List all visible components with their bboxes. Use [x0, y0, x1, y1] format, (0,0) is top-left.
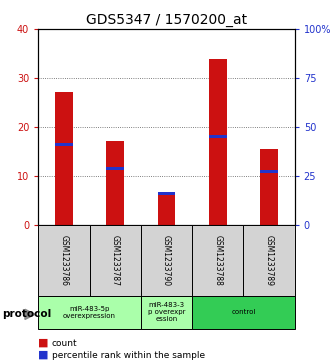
Text: GSM1233789: GSM1233789	[264, 235, 274, 286]
Bar	[209, 135, 227, 138]
Bar	[141, 296, 192, 329]
Bar	[260, 148, 278, 225]
Text: GSM1233787: GSM1233787	[111, 235, 120, 286]
Text: miR-483-5p
overexpression: miR-483-5p overexpression	[63, 306, 116, 319]
Bar	[192, 225, 243, 296]
Bar	[38, 296, 141, 329]
Text: protocol: protocol	[2, 309, 51, 319]
Bar	[209, 60, 227, 225]
Text: GSM1233786: GSM1233786	[59, 235, 69, 286]
Bar	[55, 143, 73, 146]
Text: percentile rank within the sample: percentile rank within the sample	[52, 351, 205, 359]
Bar	[192, 296, 295, 329]
Text: GSM1233790: GSM1233790	[162, 235, 171, 286]
Text: GDS5347 / 1570200_at: GDS5347 / 1570200_at	[86, 13, 247, 27]
Bar	[158, 192, 175, 195]
Bar	[158, 195, 175, 225]
Bar	[90, 225, 141, 296]
Text: GSM1233788: GSM1233788	[213, 235, 222, 286]
Bar	[141, 225, 192, 296]
Bar	[106, 167, 124, 170]
Text: ■: ■	[38, 350, 49, 360]
Text: control: control	[231, 309, 256, 315]
Bar	[55, 92, 73, 225]
Bar	[38, 225, 90, 296]
Bar	[260, 170, 278, 173]
Bar	[106, 141, 124, 225]
Text: count: count	[52, 339, 77, 347]
Text: miR-483-3
p overexpr
ession: miR-483-3 p overexpr ession	[148, 302, 185, 322]
Polygon shape	[25, 309, 35, 319]
Text: ■: ■	[38, 338, 49, 348]
Bar	[243, 225, 295, 296]
